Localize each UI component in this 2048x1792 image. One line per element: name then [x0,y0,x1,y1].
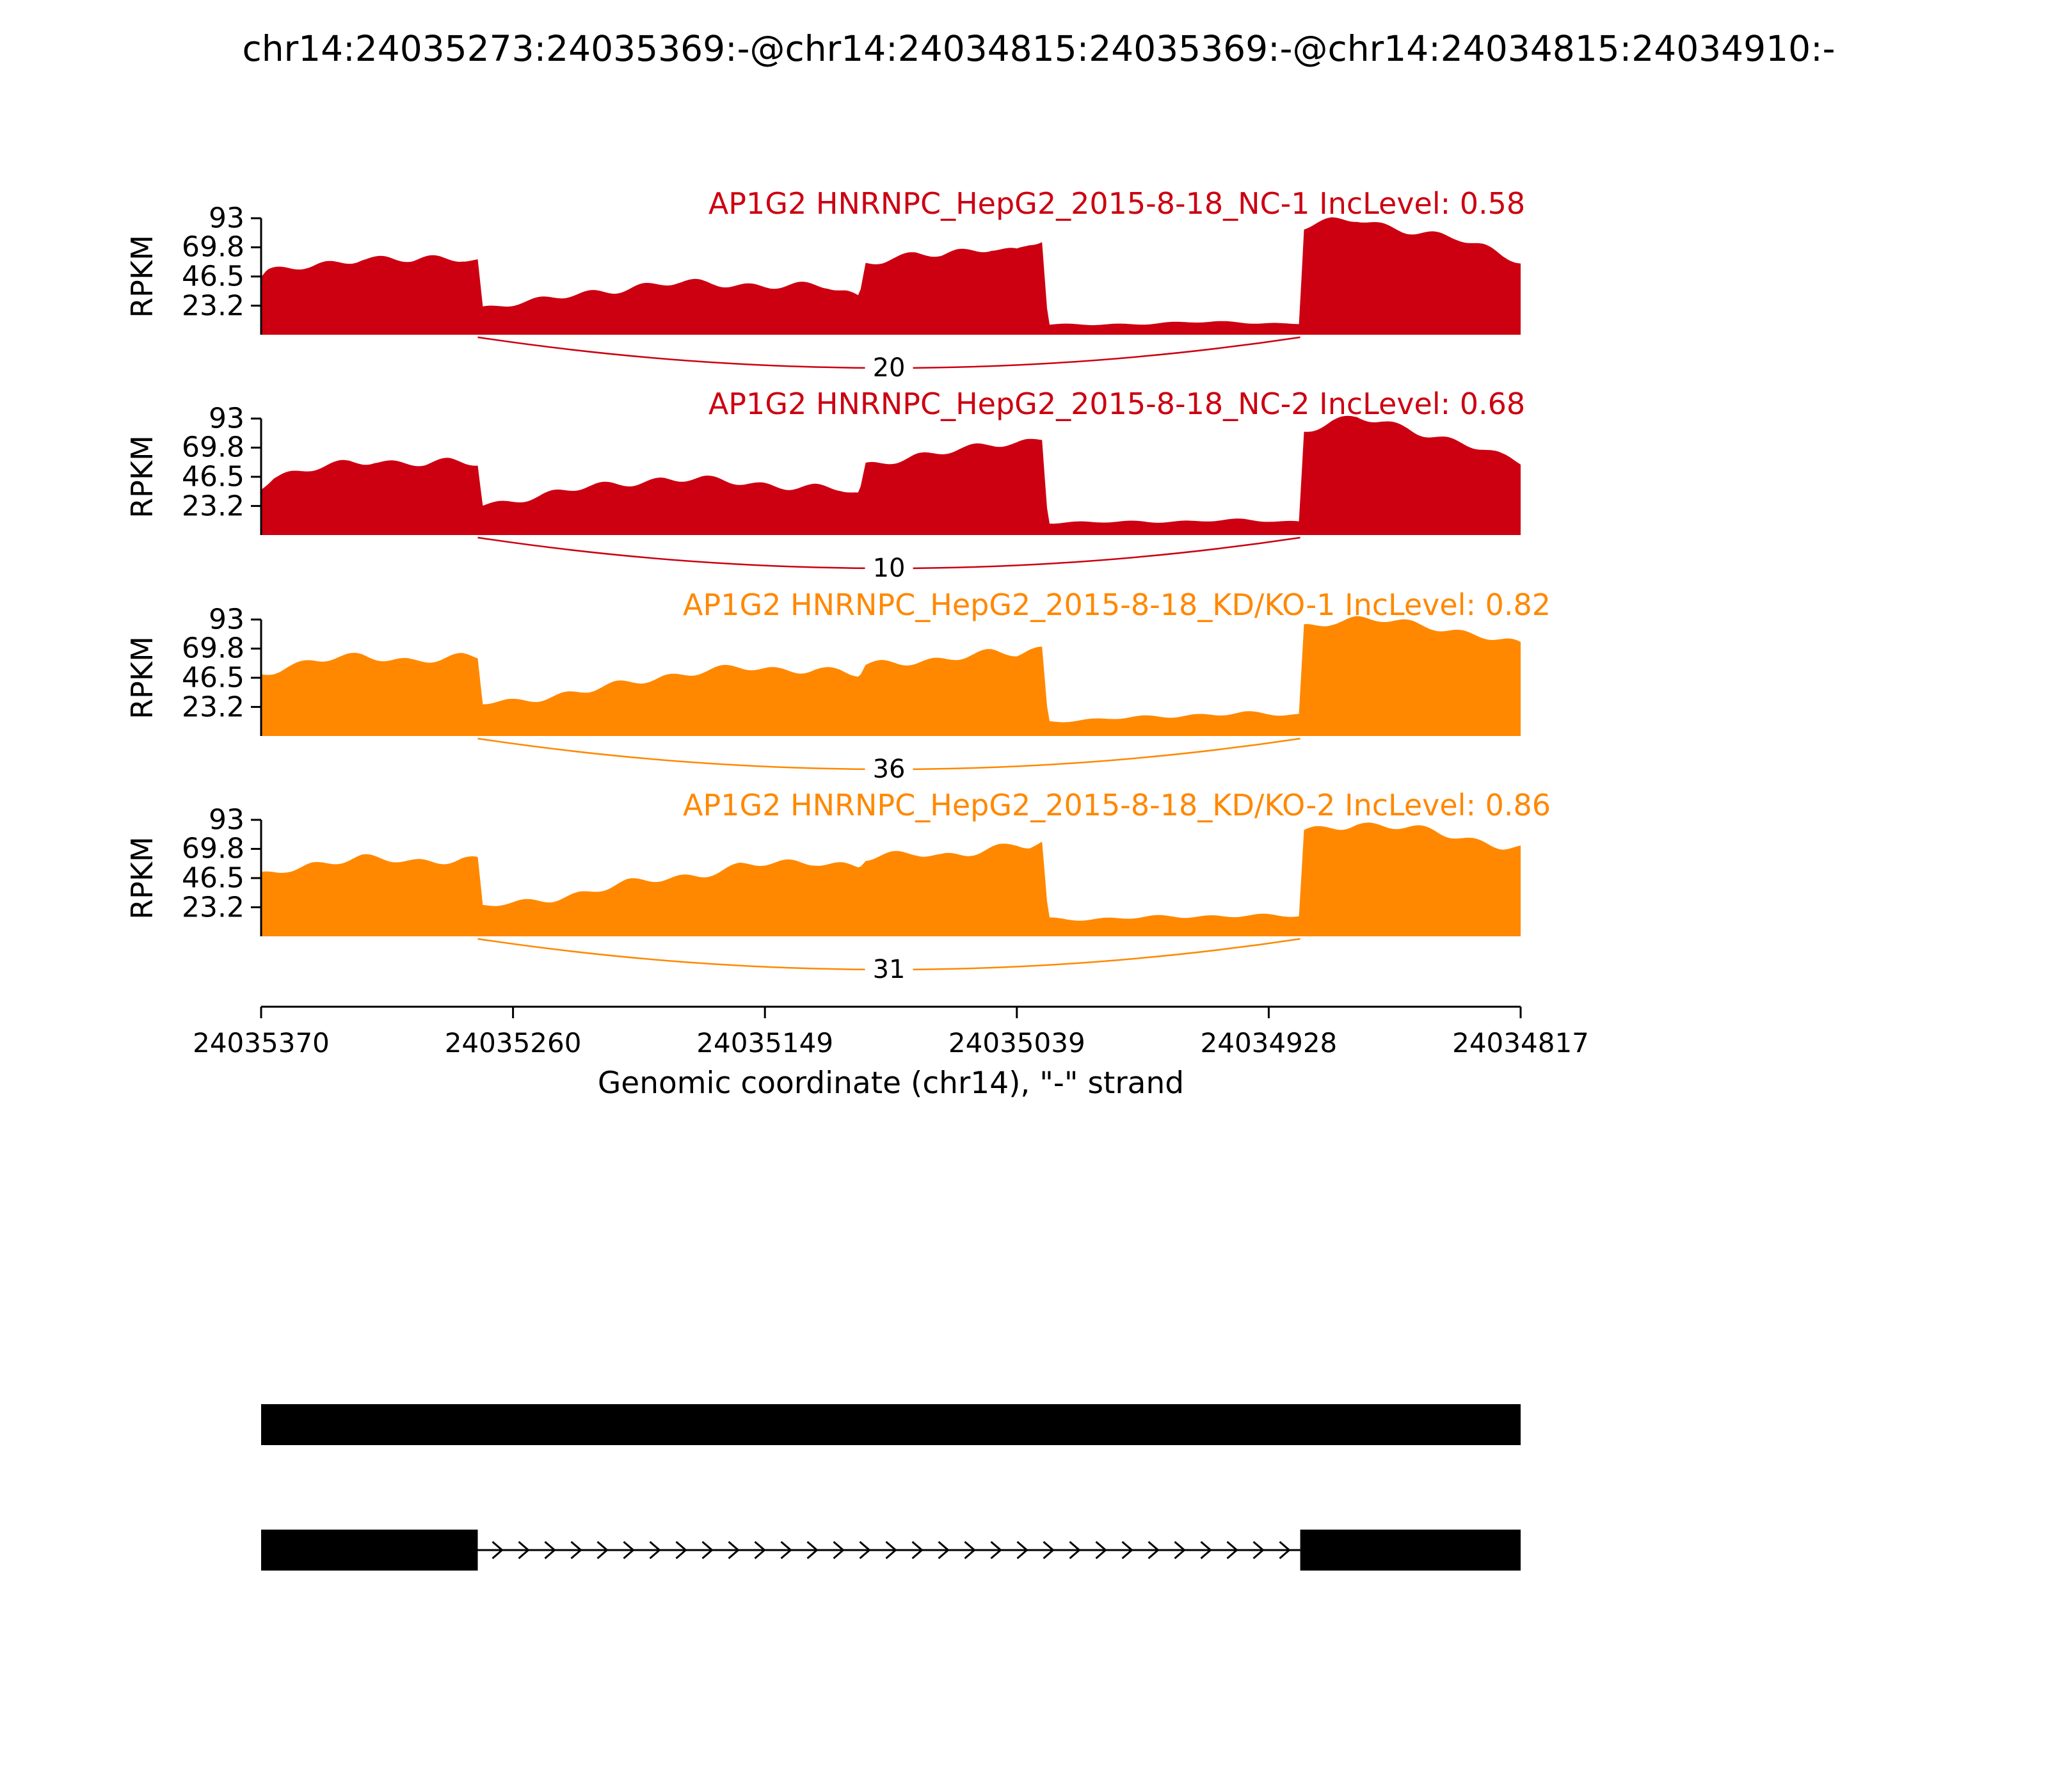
y-axis-title: RPKM [125,435,159,518]
exon-block-isoform-inclusion [261,1404,1521,1445]
intron-direction-arrow [728,1540,740,1560]
x-tick-label: 24035260 [444,1027,582,1059]
junction-read-count: 10 [865,554,913,583]
y-tick-label: 46.5 [182,460,244,493]
y-tick-label: 69.8 [182,832,244,865]
intron-direction-arrow [1279,1540,1291,1560]
x-tick-label: 24035370 [193,1027,330,1059]
intron-direction-arrow [990,1540,1002,1560]
intron-direction-arrow [1069,1540,1081,1560]
intron-direction-arrow [570,1540,582,1560]
y-tick-label: 93 [209,202,244,235]
intron-direction-arrow [518,1540,530,1560]
intron-direction-arrow [492,1540,504,1560]
track-title: AP1G2 HNRNPC_HepG2_2015-8-18_NC-2 IncLev… [708,387,1526,421]
y-axis-title: RPKM [125,836,159,920]
exon-block-isoform-skipping [261,1530,478,1571]
track-title: AP1G2 HNRNPC_HepG2_2015-8-18_KD/KO-1 Inc… [683,588,1551,622]
y-tick-label: 93 [209,402,244,435]
y-tick-label: 46.5 [182,260,244,293]
y-tick-label: 23.2 [182,691,244,724]
y-tick-label: 46.5 [182,861,244,895]
intron-direction-arrow [938,1540,950,1560]
intron-direction-arrow [964,1540,976,1560]
coverage-area-track-3 [261,616,1521,736]
intron-direction-arrow [911,1540,924,1560]
intron-direction-arrow [596,1540,609,1560]
intron-direction-arrow [1043,1540,1055,1560]
intron-direction-arrow [754,1540,766,1560]
coverage-area-track-1 [261,217,1521,335]
intron-direction-arrow [859,1540,871,1560]
intron-direction-arrow [1016,1540,1028,1560]
intron-direction-arrow [780,1540,792,1560]
x-tick-label: 24035149 [696,1027,834,1059]
x-tick-label: 24034928 [1200,1027,1338,1059]
intron-direction-arrow [1095,1540,1107,1560]
x-tick-label: 24034817 [1452,1027,1589,1059]
intron-direction-arrow [833,1540,845,1560]
track-title: AP1G2 HNRNPC_HepG2_2015-8-18_NC-1 IncLev… [708,186,1526,221]
x-tick-label: 24035039 [948,1027,1085,1059]
y-tick-label: 69.8 [182,230,244,264]
intron-direction-arrow [1200,1540,1212,1560]
y-tick-label: 23.2 [182,289,244,323]
y-tick-label: 93 [209,803,244,836]
y-tick-label: 69.8 [182,632,244,665]
intron-direction-arrow [675,1540,687,1560]
y-tick-label: 69.8 [182,431,244,464]
junction-read-count: 20 [865,353,913,383]
y-tick-label: 93 [209,603,244,636]
coverage-area-track-4 [261,822,1521,936]
intron-direction-arrow [544,1540,556,1560]
intron-direction-arrow [1121,1540,1133,1560]
intron-direction-arrow [885,1540,897,1560]
y-tick-label: 46.5 [182,661,244,694]
track-title: AP1G2 HNRNPC_HepG2_2015-8-18_KD/KO-2 Inc… [683,788,1551,822]
intron-direction-arrow [1174,1540,1186,1560]
junction-read-count: 36 [865,755,913,784]
intron-direction-arrow [806,1540,819,1560]
coverage-area-track-2 [261,415,1521,535]
intron-direction-arrow [701,1540,714,1560]
exon-block-isoform-skipping [1300,1530,1521,1571]
intron-direction-arrow [649,1540,661,1560]
intron-direction-arrow [1148,1540,1160,1560]
figure-title: chr14:24035273:24035369:-@chr14:24034815… [242,28,1836,69]
intron-direction-arrow [623,1540,635,1560]
x-axis-title: Genomic coordinate (chr14), "-" strand [597,1066,1185,1101]
intron-direction-arrow [1226,1540,1238,1560]
y-tick-label: 23.2 [182,891,244,924]
junction-read-count: 31 [865,955,913,984]
y-axis-title: RPKM [125,636,159,719]
intron-direction-arrow [1252,1540,1265,1560]
y-tick-label: 23.2 [182,490,244,523]
y-axis-title: RPKM [125,235,159,318]
